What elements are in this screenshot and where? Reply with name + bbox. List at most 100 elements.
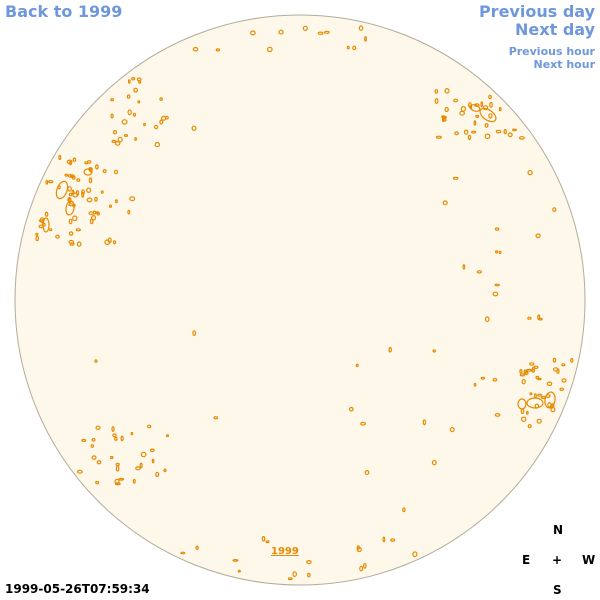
contour-blob (488, 94, 492, 100)
contour-blob (143, 122, 146, 127)
contour-blob (479, 107, 497, 123)
contour-blob (452, 176, 459, 180)
contour-blob (35, 232, 39, 236)
contour-blob (118, 477, 125, 481)
contour-blob (503, 129, 507, 135)
contour-blob (476, 270, 482, 274)
contour-blob (521, 416, 527, 422)
contour-blob (484, 133, 491, 140)
contour-blob (68, 218, 73, 225)
contour-blob (494, 227, 500, 231)
back-to-year-link[interactable]: Back to 1999 (5, 2, 123, 21)
contour-blob (68, 192, 73, 197)
contour-blob (488, 113, 493, 119)
contour-blob (422, 419, 427, 426)
contour-blob (213, 416, 219, 420)
next-day-link[interactable]: Next day (515, 20, 595, 39)
contour-blob (356, 545, 360, 550)
contour-blob (91, 455, 97, 460)
contour-blob (55, 234, 60, 239)
next-hour-link[interactable]: Next hour (533, 58, 596, 71)
contour-blob (402, 507, 406, 513)
contour-blob (232, 559, 239, 562)
contour-blob (467, 134, 472, 141)
contour-blob (473, 120, 477, 126)
contour-blob (526, 368, 533, 372)
contour-blob (81, 438, 87, 443)
contour-blob (435, 135, 442, 139)
contour-blob (127, 79, 131, 84)
contour-blob (358, 25, 364, 31)
contour-blob (110, 113, 114, 119)
contour-blob (88, 177, 93, 184)
contour-blob (494, 413, 501, 417)
contour-blob (547, 402, 552, 408)
contour-blob (191, 125, 197, 132)
contour-blob (113, 169, 119, 175)
contour-blob (72, 192, 79, 198)
contour-blob (261, 535, 266, 542)
contour-blob (48, 180, 54, 184)
contour-blob (132, 478, 136, 484)
contour-blob (517, 398, 527, 410)
contour-blob (434, 97, 439, 104)
contour-blob (527, 316, 532, 320)
contour-blob (492, 291, 499, 297)
contour-blob (215, 48, 221, 52)
contour-blob (95, 425, 101, 430)
contour-blob (434, 89, 439, 94)
contour-blob (442, 200, 448, 206)
contour-blob (287, 577, 293, 581)
contour-blob (306, 559, 312, 565)
contour-blob (484, 122, 489, 128)
contour-blob (480, 101, 484, 108)
contour-blob (155, 471, 160, 478)
contour-blob (346, 45, 350, 50)
contour-blob (306, 572, 311, 578)
contour-blob (552, 207, 557, 213)
contour-blob (536, 418, 542, 424)
contour-blob (114, 140, 121, 146)
contour-blob (537, 314, 541, 320)
contour-blob (81, 191, 85, 198)
year-link[interactable]: 1999 (271, 546, 299, 557)
contour-blob (134, 137, 138, 141)
contour-blob (527, 170, 533, 176)
contour-blob (42, 217, 50, 233)
contour-blob (463, 129, 469, 135)
contour-blob (546, 381, 553, 387)
contour-blob (65, 200, 75, 216)
previous-day-link[interactable]: Previous day (478, 2, 595, 21)
contour-blob (529, 392, 533, 396)
contour-blob (90, 444, 95, 448)
contour-blob (86, 197, 93, 203)
contour-blob (323, 30, 330, 34)
contour-blob (127, 109, 132, 116)
contour-blob (192, 330, 197, 337)
contour-blob (482, 105, 489, 111)
contour-blob (123, 134, 129, 138)
contour-blob (49, 228, 53, 232)
contour-blob (135, 466, 141, 471)
contour-blob (114, 199, 118, 204)
magnetogram-contours (35, 25, 574, 581)
contour-blob (364, 36, 367, 42)
contour-blob (76, 178, 81, 182)
contour-blob (68, 203, 74, 207)
contour-blob (159, 97, 163, 101)
contour-blob (112, 129, 118, 135)
contour-blob (552, 357, 557, 363)
contour-blob (460, 105, 467, 112)
contour-blob (484, 316, 490, 323)
contour-blob (266, 46, 273, 53)
contour-blob (108, 204, 112, 208)
previous-hour-link[interactable]: Previous hour (508, 45, 595, 58)
contour-blob (531, 369, 535, 373)
compass-west-label: W (582, 553, 596, 567)
contour-blob (107, 237, 112, 244)
contour-blob (302, 25, 308, 31)
contour-blob (83, 168, 93, 176)
contour-blob (115, 465, 120, 472)
contour-blob (441, 117, 445, 123)
contour-blob (561, 363, 566, 367)
